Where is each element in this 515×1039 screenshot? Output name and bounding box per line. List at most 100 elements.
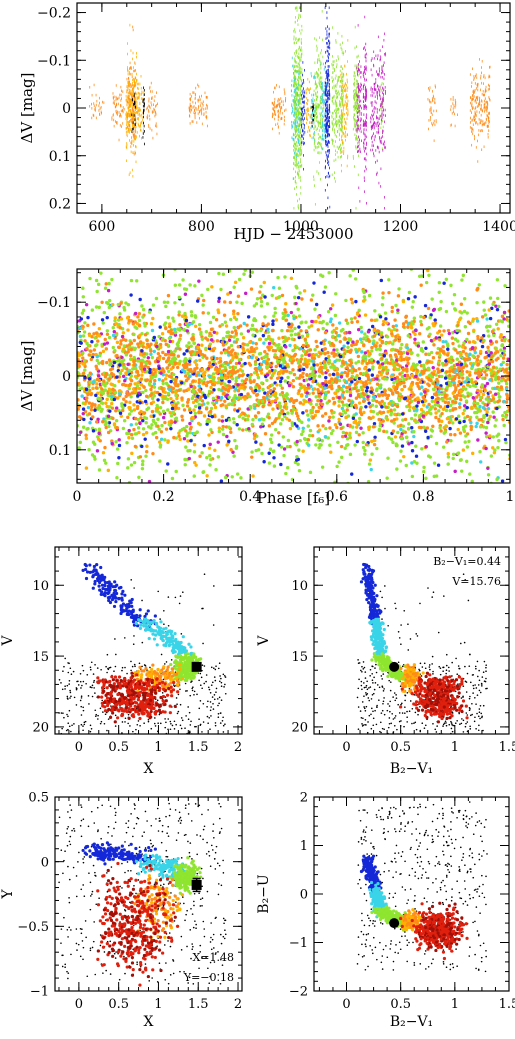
data-point bbox=[297, 204, 299, 207]
data-point bbox=[281, 311, 285, 316]
data-point bbox=[111, 345, 116, 350]
data-point bbox=[326, 82, 328, 85]
data-point bbox=[354, 133, 356, 136]
data-point bbox=[364, 133, 366, 137]
data-point bbox=[357, 126, 359, 130]
data-point bbox=[78, 334, 83, 339]
data-point bbox=[500, 338, 504, 342]
data-point bbox=[354, 77, 355, 81]
data-point bbox=[315, 76, 316, 79]
data-point bbox=[296, 98, 298, 101]
data-point bbox=[134, 82, 135, 85]
data-point bbox=[293, 167, 295, 171]
data-point bbox=[176, 354, 181, 358]
data-point bbox=[300, 136, 301, 140]
data-point bbox=[371, 125, 373, 128]
data-point bbox=[336, 145, 338, 149]
data-point bbox=[321, 97, 323, 101]
data-point bbox=[431, 424, 435, 428]
data-point bbox=[294, 443, 299, 447]
data-point bbox=[296, 61, 298, 64]
data-point bbox=[132, 115, 134, 119]
data-point bbox=[296, 106, 298, 110]
data-point bbox=[139, 114, 141, 118]
data-point bbox=[328, 149, 330, 152]
data-point bbox=[328, 53, 330, 56]
data-point bbox=[197, 83, 199, 87]
data-point bbox=[453, 104, 455, 107]
data-point bbox=[430, 297, 434, 301]
data-point bbox=[302, 114, 304, 118]
data-point bbox=[446, 347, 450, 351]
data-point bbox=[327, 118, 329, 122]
data-point bbox=[267, 451, 271, 455]
data-point bbox=[477, 88, 479, 92]
data-point bbox=[293, 67, 295, 71]
data-point bbox=[237, 277, 242, 282]
data-point bbox=[187, 362, 192, 366]
data-point bbox=[328, 93, 330, 96]
data-point bbox=[382, 91, 384, 95]
data-point bbox=[345, 89, 346, 93]
data-point bbox=[131, 142, 133, 145]
data-point bbox=[484, 97, 486, 100]
data-point bbox=[317, 446, 321, 450]
data-point bbox=[296, 112, 298, 116]
data-point bbox=[383, 99, 384, 102]
data-point bbox=[390, 529, 393, 532]
data-point bbox=[292, 84, 294, 87]
data-point bbox=[320, 71, 321, 75]
data-point bbox=[332, 79, 333, 83]
data-point bbox=[363, 157, 365, 161]
data-point bbox=[129, 126, 131, 129]
data-point bbox=[296, 129, 298, 133]
data-point bbox=[140, 93, 142, 96]
data-point bbox=[366, 397, 370, 402]
data-point bbox=[357, 116, 359, 119]
data-point bbox=[486, 100, 488, 104]
data-point bbox=[276, 105, 278, 109]
data-point bbox=[363, 141, 364, 145]
data-point bbox=[325, 85, 327, 88]
data-point bbox=[300, 186, 302, 189]
data-point bbox=[297, 137, 299, 141]
data-point bbox=[487, 105, 488, 108]
data-point bbox=[370, 148, 372, 152]
data-point bbox=[361, 83, 363, 87]
data-point bbox=[316, 107, 318, 110]
data-point bbox=[327, 112, 329, 116]
data-point bbox=[279, 422, 283, 426]
data-point bbox=[297, 124, 298, 128]
data-point bbox=[128, 108, 130, 112]
data-point bbox=[285, 396, 290, 401]
data-point bbox=[116, 111, 118, 115]
data-point bbox=[297, 70, 299, 73]
data-point bbox=[332, 139, 333, 143]
data-point bbox=[302, 118, 304, 122]
data-point bbox=[126, 127, 128, 130]
data-point bbox=[232, 400, 236, 404]
data-point bbox=[298, 174, 300, 177]
data-point bbox=[309, 115, 311, 119]
data-point bbox=[117, 102, 119, 106]
data-point bbox=[302, 95, 304, 99]
data-point bbox=[324, 84, 326, 88]
data-point bbox=[291, 378, 296, 383]
data-point bbox=[298, 176, 300, 179]
data-point bbox=[471, 127, 473, 130]
data-point bbox=[296, 70, 298, 74]
data-point bbox=[130, 141, 132, 145]
data-point bbox=[294, 125, 296, 128]
data-point bbox=[370, 120, 372, 124]
data-point bbox=[487, 135, 489, 139]
data-point bbox=[298, 71, 300, 74]
data-point bbox=[174, 469, 178, 474]
data-point bbox=[328, 171, 329, 175]
data-point bbox=[189, 104, 191, 108]
data-point bbox=[475, 98, 477, 102]
data-point bbox=[300, 131, 301, 134]
data-point bbox=[327, 125, 329, 128]
data-point bbox=[301, 49, 303, 52]
data-point bbox=[99, 401, 104, 405]
data-point bbox=[335, 102, 337, 105]
